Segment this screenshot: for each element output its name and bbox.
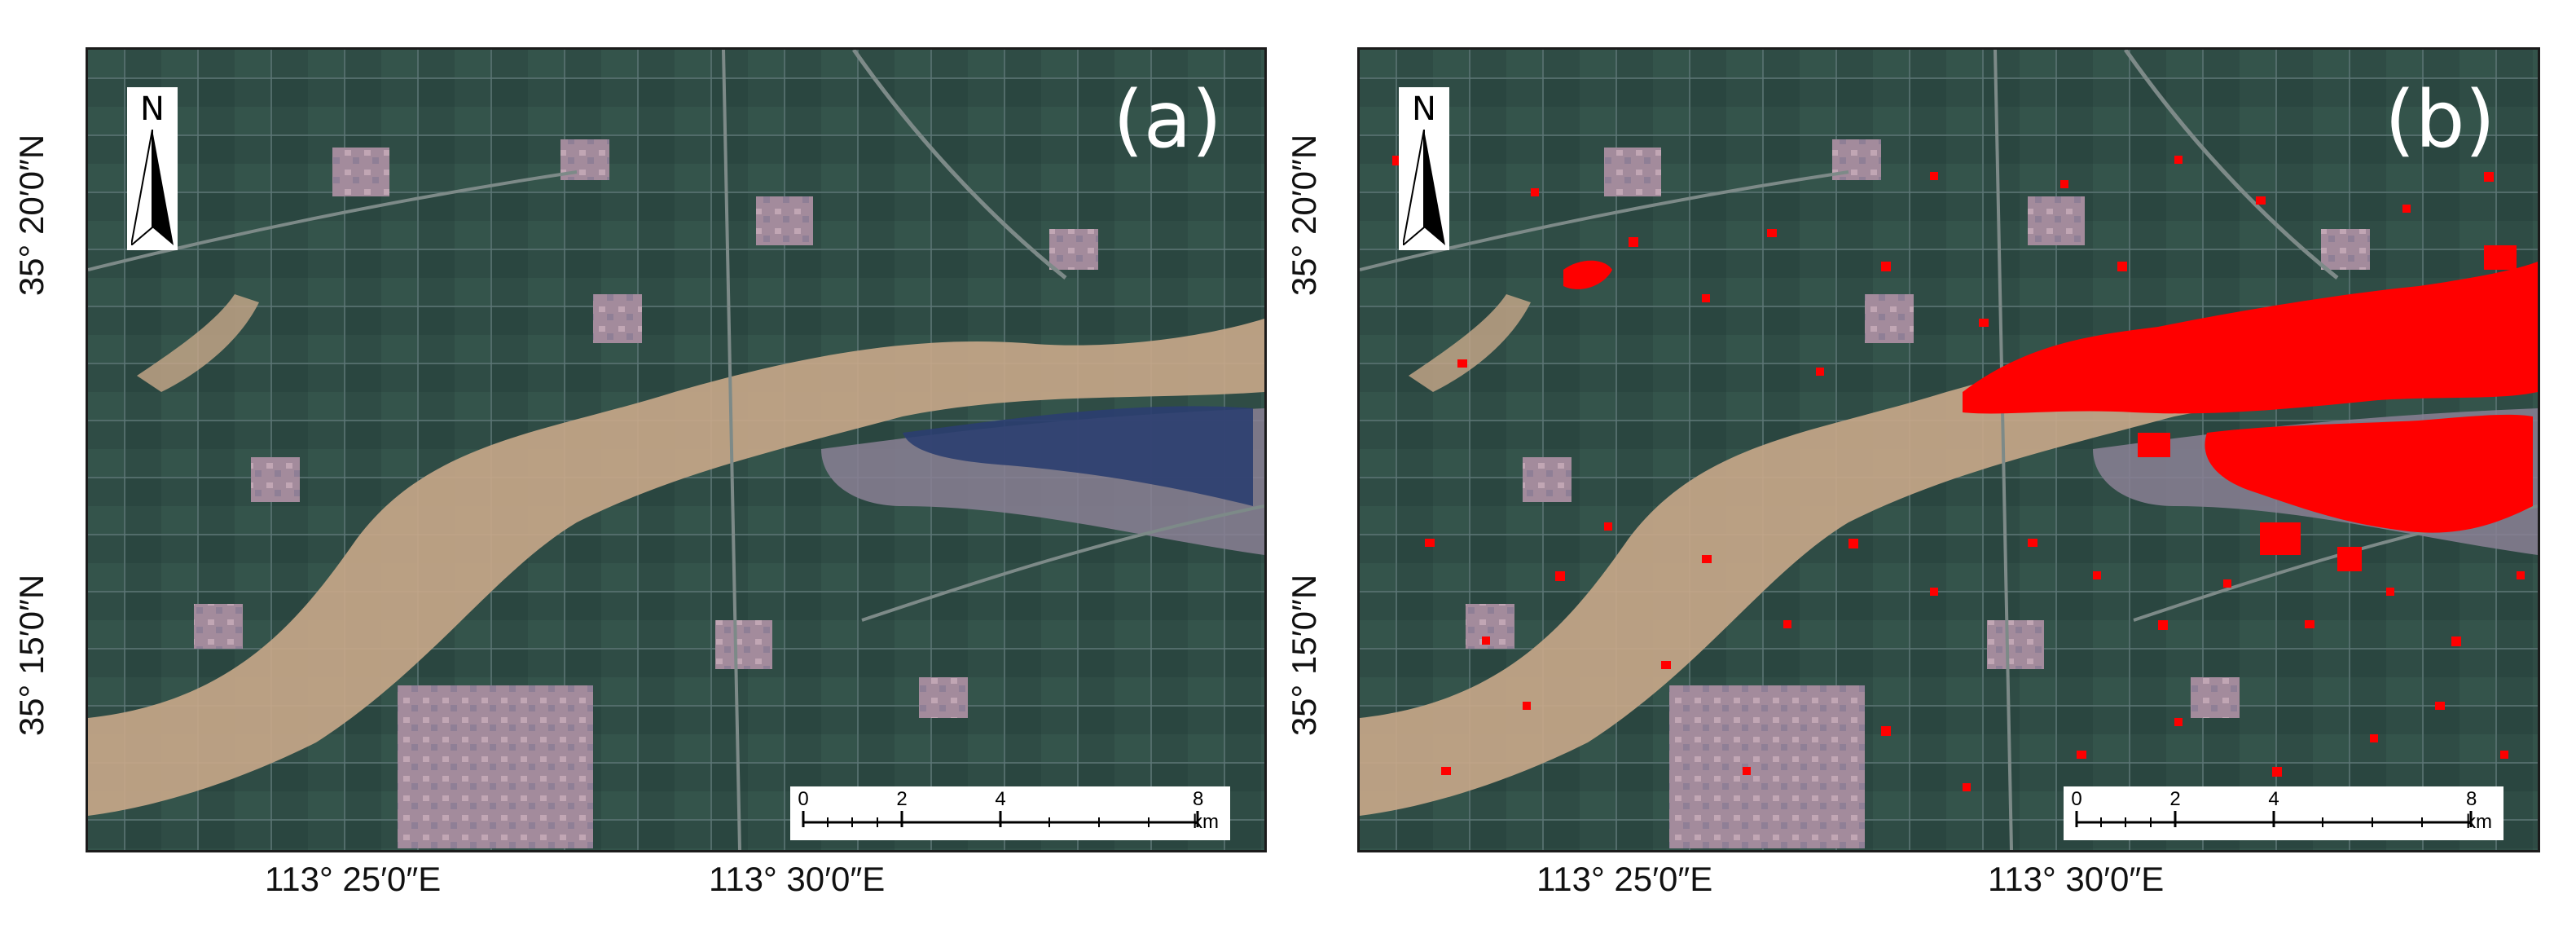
scale-bar: 0 2 4 8 km xyxy=(2064,786,2503,840)
panel-label-b: (b) xyxy=(2385,74,2495,165)
satellite-image-b xyxy=(1360,50,2538,850)
north-arrow: N xyxy=(1399,87,1449,250)
map-panel-a: N (a) 0 2 4 8 km xyxy=(86,47,1267,852)
latitude-label-a-1: 35° 20′0″N xyxy=(12,134,51,297)
north-arrow-icon xyxy=(1403,130,1445,245)
longitude-label-b-2: 113° 30′0″E xyxy=(1988,860,2165,898)
north-letter: N xyxy=(140,90,165,128)
map-panel-b: N (b) 0 2 4 8 km xyxy=(1357,47,2540,852)
panel-label-a: (a) xyxy=(1113,74,1222,165)
scale-tick-2: 2 xyxy=(896,788,908,810)
scale-tick-4: 4 xyxy=(2268,788,2279,810)
scale-bar-graphic xyxy=(2075,811,2473,827)
latitude-label-b-1: 35° 20′0″N xyxy=(1285,134,1324,297)
detected-flood-overlay xyxy=(1563,245,2538,571)
longitude-label-a-1: 113° 25′0″E xyxy=(265,860,442,898)
scale-bar-graphic xyxy=(802,811,1199,827)
latitude-label-b-2: 35° 15′0″N xyxy=(1285,574,1324,737)
flood-speckles xyxy=(1392,156,2525,791)
scale-tick-0: 0 xyxy=(2071,788,2082,810)
scale-tick-8: 8 km xyxy=(1193,788,1219,833)
scale-tick-0: 0 xyxy=(798,788,809,810)
scale-tick-8: 8 km xyxy=(2466,788,2492,833)
north-letter: N xyxy=(1412,90,1436,128)
longitude-label-a-2: 113° 30′0″E xyxy=(709,860,886,898)
latitude-label-a-2: 35° 15′0″N xyxy=(12,574,51,737)
longitude-label-b-1: 113° 25′0″E xyxy=(1536,860,1713,898)
scale-tick-4: 4 xyxy=(995,788,1006,810)
satellite-image-a xyxy=(88,50,1264,850)
scale-tick-2: 2 xyxy=(2169,788,2181,810)
north-arrow-icon xyxy=(131,130,174,245)
north-arrow: N xyxy=(127,87,178,250)
scale-bar: 0 2 4 8 km xyxy=(790,786,1230,840)
